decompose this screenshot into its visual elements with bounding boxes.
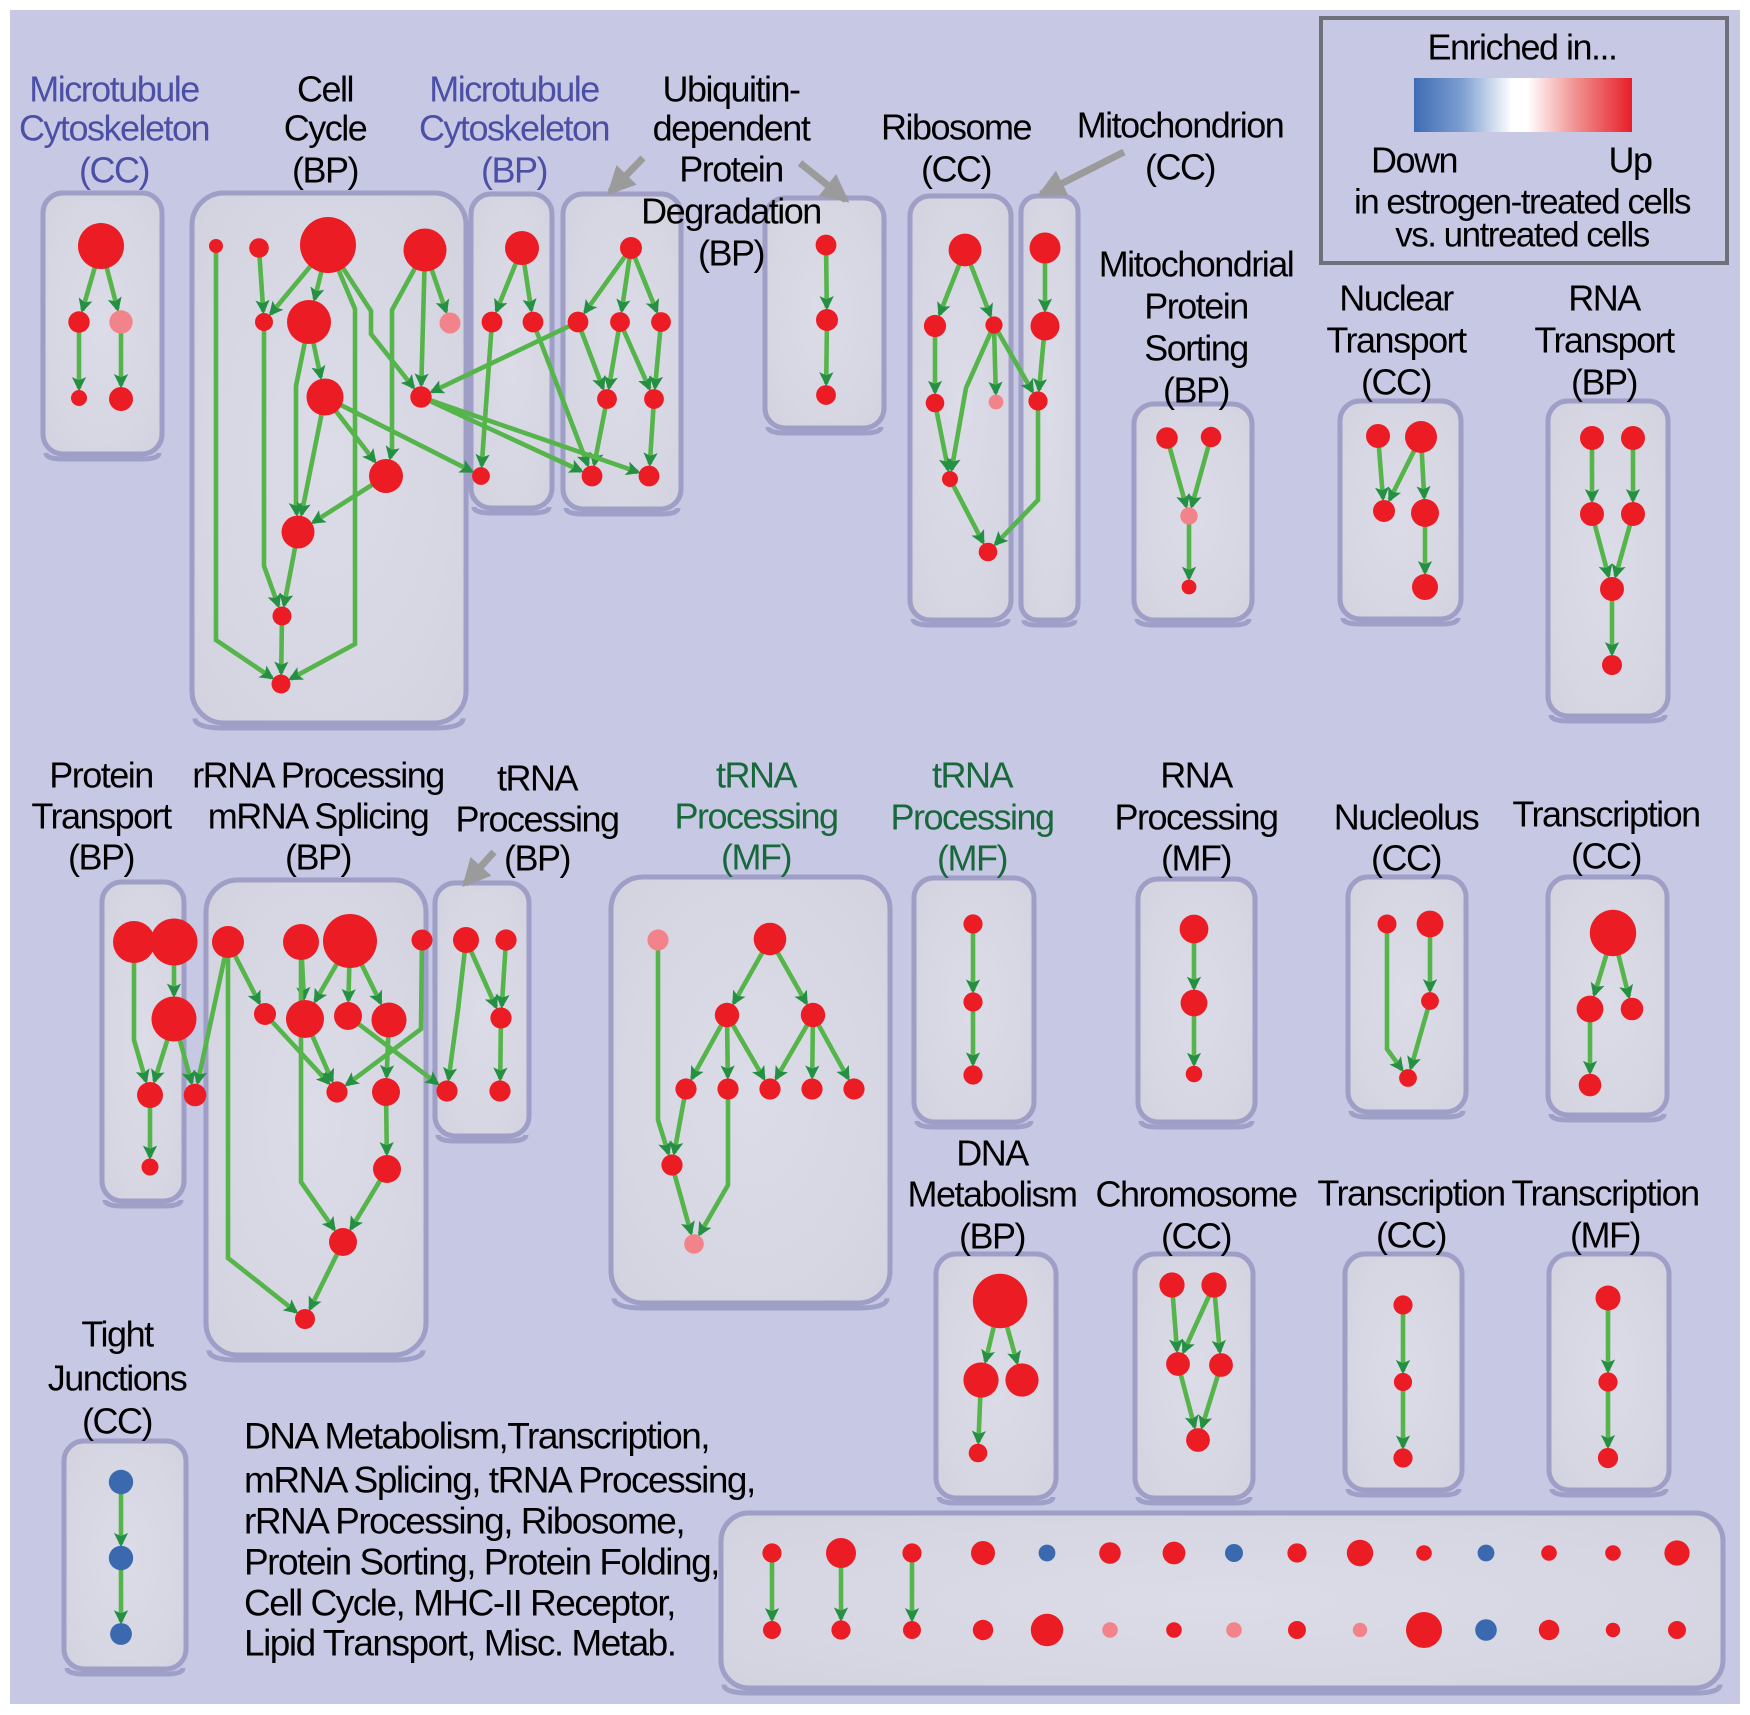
svg-text:Enriched in...: Enriched in... [1427, 27, 1616, 68]
svg-text:Transcription: Transcription [1511, 1173, 1698, 1214]
svg-text:Protein: Protein [1144, 286, 1248, 327]
svg-text:(CC): (CC) [1361, 362, 1431, 403]
svg-text:Tight: Tight [81, 1314, 154, 1355]
svg-text:mRNA Splicing: mRNA Splicing [208, 796, 429, 837]
svg-text:(BP): (BP) [292, 150, 358, 191]
svg-text:Down: Down [1371, 140, 1457, 181]
svg-text:Lipid Transport, Misc. Metab.: Lipid Transport, Misc. Metab. [244, 1623, 676, 1664]
svg-text:Cycle: Cycle [284, 108, 367, 149]
svg-text:(CC): (CC) [1376, 1215, 1446, 1256]
svg-text:Microtubule: Microtubule [429, 69, 599, 110]
svg-text:(CC): (CC) [1161, 1216, 1231, 1257]
svg-text:tRNA: tRNA [932, 755, 1013, 796]
svg-text:Ribosome: Ribosome [881, 107, 1032, 148]
svg-text:Nucleolus: Nucleolus [1334, 797, 1479, 838]
svg-text:(BP): (BP) [68, 837, 134, 878]
svg-text:(CC): (CC) [82, 1401, 152, 1442]
svg-text:Cell Cycle, MHC-II Receptor,: Cell Cycle, MHC-II Receptor, [244, 1583, 675, 1624]
svg-text:(BP): (BP) [285, 837, 351, 878]
svg-text:Cytoskeleton: Cytoskeleton [19, 108, 209, 149]
svg-text:(CC): (CC) [79, 150, 149, 191]
svg-text:Processing: Processing [455, 799, 618, 840]
svg-text:Sorting: Sorting [1144, 328, 1248, 369]
svg-text:(MF): (MF) [1161, 838, 1231, 879]
svg-text:Chromosome: Chromosome [1095, 1174, 1297, 1215]
svg-text:Microtubule: Microtubule [29, 69, 199, 110]
svg-text:(MF): (MF) [721, 837, 791, 878]
svg-text:Processing: Processing [1114, 797, 1277, 838]
svg-text:(BP): (BP) [1571, 362, 1637, 403]
svg-text:Junctions: Junctions [48, 1358, 187, 1399]
svg-text:mRNA Splicing, tRNA Processing: mRNA Splicing, tRNA Processing, [244, 1460, 755, 1501]
svg-text:vs. untreated cells: vs. untreated cells [1395, 216, 1650, 255]
svg-text:RNA: RNA [1160, 755, 1233, 796]
svg-text:tRNA: tRNA [497, 758, 578, 799]
svg-text:Protein: Protein [679, 149, 783, 190]
svg-text:RNA: RNA [1568, 278, 1641, 319]
svg-text:Cell: Cell [297, 69, 353, 110]
svg-text:Processing: Processing [674, 796, 837, 837]
svg-text:Transcription: Transcription [1317, 1173, 1504, 1214]
svg-text:Transport: Transport [1326, 320, 1467, 361]
svg-text:Cytoskeleton: Cytoskeleton [419, 108, 609, 149]
svg-text:(CC): (CC) [1571, 836, 1641, 877]
svg-text:Nuclear: Nuclear [1339, 278, 1454, 319]
svg-text:(BP): (BP) [504, 838, 570, 879]
svg-text:Transport: Transport [1534, 320, 1675, 361]
svg-text:Metabolism: Metabolism [907, 1174, 1076, 1215]
svg-text:(CC): (CC) [1371, 838, 1441, 879]
svg-text:Processing: Processing [890, 797, 1053, 838]
svg-text:(MF): (MF) [1570, 1215, 1640, 1256]
svg-text:Degradation: Degradation [641, 191, 821, 232]
svg-text:(BP): (BP) [481, 150, 547, 191]
svg-text:Transport: Transport [31, 796, 172, 837]
svg-text:(MF): (MF) [937, 838, 1007, 879]
svg-text:DNA: DNA [956, 1133, 1029, 1174]
svg-text:Mitochondrial: Mitochondrial [1099, 244, 1294, 285]
svg-text:(BP): (BP) [959, 1216, 1025, 1257]
svg-text:(BP): (BP) [698, 233, 764, 274]
svg-text:Mitochondrion: Mitochondrion [1077, 105, 1284, 146]
svg-text:tRNA: tRNA [716, 755, 797, 796]
svg-text:in estrogen-treated cells: in estrogen-treated cells [1354, 183, 1691, 222]
svg-text:(CC): (CC) [1145, 147, 1215, 188]
svg-text:DNA Metabolism,Transcription,: DNA Metabolism,Transcription, [244, 1416, 709, 1457]
svg-text:dependent: dependent [653, 108, 811, 149]
svg-text:Transcription: Transcription [1512, 794, 1699, 835]
svg-text:(CC): (CC) [921, 149, 991, 190]
svg-text:rRNA Processing: rRNA Processing [192, 755, 444, 796]
svg-text:Protein Sorting, Protein Foldi: Protein Sorting, Protein Folding, [244, 1542, 719, 1583]
svg-text:(BP): (BP) [1163, 370, 1229, 411]
svg-text:Ubiquitin-: Ubiquitin- [662, 69, 800, 110]
svg-text:Up: Up [1608, 140, 1651, 181]
svg-text:rRNA Processing, Ribosome,: rRNA Processing, Ribosome, [244, 1501, 684, 1542]
svg-text:Protein: Protein [49, 755, 153, 796]
